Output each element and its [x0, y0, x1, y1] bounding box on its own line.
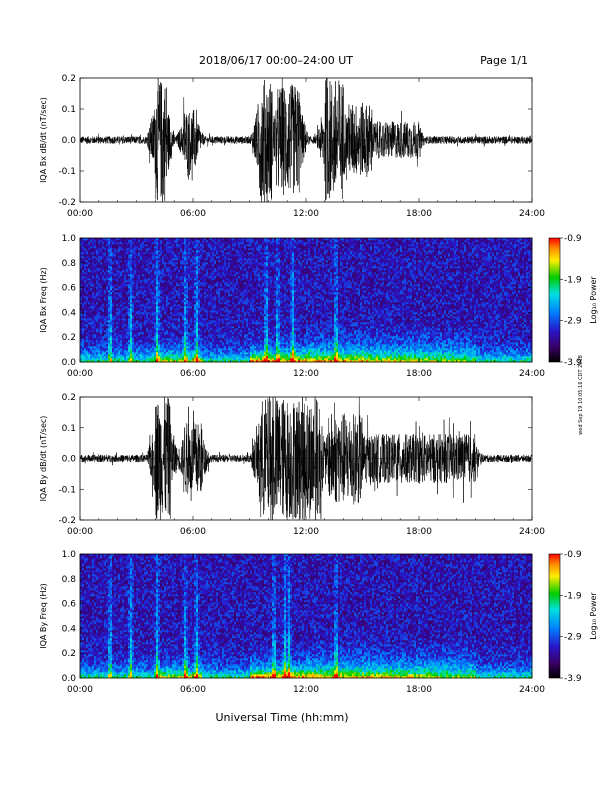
y-tick-label: 0.0 — [62, 358, 77, 368]
x-tick-label: 00:00 — [67, 685, 93, 695]
colorbar — [549, 554, 560, 678]
panel-3: 0.2 0.1 0.0 -0.1 -0.200:00 06:00 12:00 18:00 24:… — [39, 393, 545, 537]
page-title: 2018/06/17 00:00–24:00 UT — [199, 54, 353, 67]
x-tick-label: 06:00 — [180, 209, 206, 219]
colorbar-tick-label: -1.9 — [564, 275, 582, 285]
x-tick-label: 12:00 — [293, 369, 319, 379]
x-tick-label: 24:00 — [519, 209, 545, 219]
colorbar-tick-label: -2.9 — [564, 633, 582, 643]
x-tick-label: 24:00 — [519, 369, 545, 379]
y-axis-label: IQA By dB/dt (nT/sec) — [39, 416, 48, 502]
x-tick-label: 18:00 — [406, 209, 432, 219]
x-tick-label: 06:00 — [180, 527, 206, 537]
y-tick-label: 0.6 — [62, 600, 77, 610]
y-tick-label: 0.1 — [62, 424, 76, 434]
side-stamp: wed Sep 19 10:05:16 CDT 2018 — [578, 355, 584, 435]
y-axis-label: IQA Bx Freq (Hz) — [39, 267, 48, 333]
x-tick-label: 00:00 — [67, 369, 93, 379]
y-tick-label: 0.8 — [62, 575, 77, 585]
page-number: Page 1/1 — [480, 54, 528, 67]
y-tick-label: 0.4 — [62, 624, 77, 634]
colorbar — [549, 238, 560, 362]
y-tick-label: 0.4 — [62, 308, 77, 318]
y-tick-label: 0.0 — [62, 674, 77, 684]
y-axis-label: IQA Bx dB/dt (nT/sec) — [39, 97, 48, 183]
x-tick-label: 12:00 — [293, 527, 319, 537]
y-tick-label: 0.1 — [62, 105, 76, 115]
x-tick-label: 00:00 — [67, 527, 93, 537]
colorbar-tick-label: -0.9 — [564, 234, 582, 244]
colorbar-tick-label: -1.9 — [564, 591, 582, 601]
x-tick-label: 18:00 — [406, 685, 432, 695]
y-tick-label: -0.2 — [58, 516, 76, 526]
spectrogram — [80, 238, 532, 362]
colorbar-label: Log₁₀ Power — [589, 276, 598, 324]
colorbar-tick-label: -2.9 — [564, 317, 582, 327]
y-tick-label: 0.2 — [62, 649, 76, 659]
panel-1: 0.2 0.1 0.0 -0.1 -0.200:00 06:00 12:00 18:00 24:… — [39, 74, 545, 219]
colorbar-tick-label: -0.9 — [564, 550, 582, 560]
y-tick-label: 1.0 — [62, 234, 77, 244]
y-tick-label: -0.2 — [58, 198, 76, 208]
x-tick-label: 18:00 — [406, 527, 432, 537]
x-tick-label: 00:00 — [67, 209, 93, 219]
y-tick-label: 1.0 — [62, 550, 77, 560]
y-tick-label: 0.0 — [62, 455, 77, 465]
y-tick-label: -0.1 — [58, 485, 76, 495]
y-tick-label: 0.0 — [62, 136, 77, 146]
y-tick-label: 0.2 — [62, 333, 76, 343]
spectrogram — [80, 554, 532, 678]
x-axis-label: Universal Time (hh:mm) — [216, 711, 349, 724]
y-tick-label: -0.1 — [58, 167, 76, 177]
x-tick-label: 24:00 — [519, 527, 545, 537]
panel-4: -0.9 -1.9 -2.9 -3.9 Log₁₀ Power 1.0 0.8 0.6 0.4 0… — [39, 550, 598, 695]
y-tick-label: 0.2 — [62, 74, 76, 84]
colorbar-label: Log₁₀ Power — [589, 592, 598, 640]
x-tick-label: 18:00 — [406, 369, 432, 379]
panels: 0.20.10.0-0.1-0.200:00 06:00 12:00 18:00 24:… — [39, 74, 598, 695]
y-tick-label: 0.6 — [62, 284, 77, 294]
x-tick-label: 12:00 — [293, 685, 319, 695]
x-tick-label: 06:00 — [180, 685, 206, 695]
x-tick-label: 12:00 — [293, 209, 319, 219]
y-tick-label: 0.8 — [62, 259, 77, 269]
y-axis-label: IQA By Freq (Hz) — [39, 583, 48, 649]
x-tick-label: 24:00 — [519, 685, 545, 695]
x-tick-label: 06:00 — [180, 369, 206, 379]
colorbar-tick-label: -3.9 — [564, 674, 582, 684]
y-tick-label: 0.2 — [62, 393, 76, 403]
